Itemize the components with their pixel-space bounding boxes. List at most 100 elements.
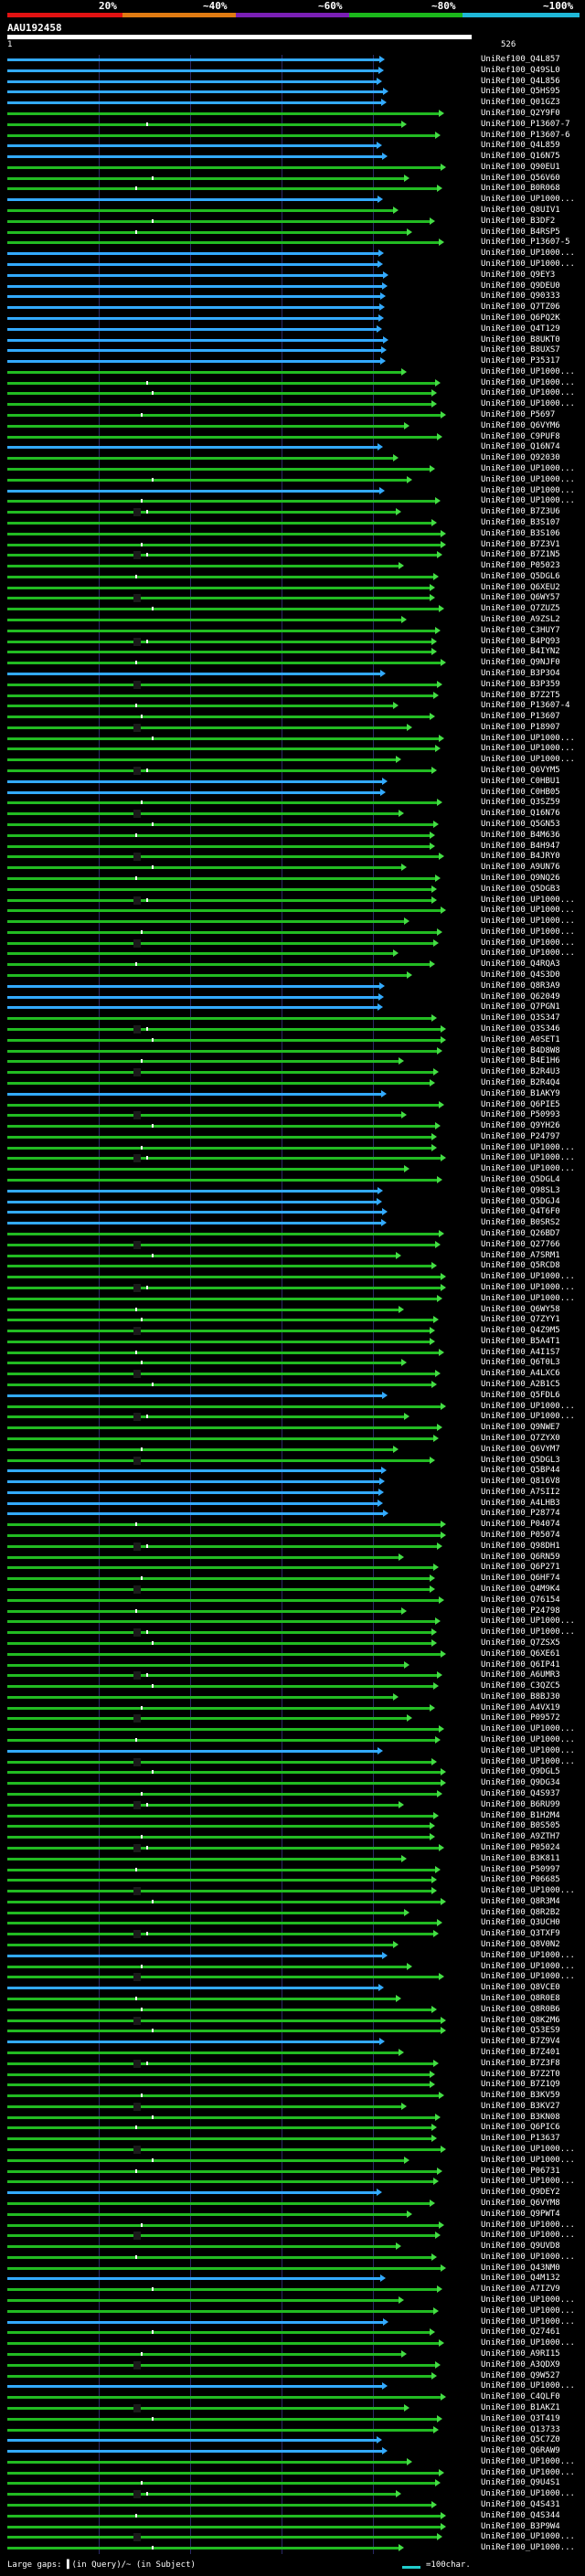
hit-row[interactable]: UniRef100_Q6T0L3 bbox=[0, 1358, 585, 1368]
hit-id[interactable]: UniRef100_Q5DGL6 bbox=[481, 571, 560, 581]
hit-row[interactable]: UniRef100_Q9UVD8 bbox=[0, 2242, 585, 2252]
hit-id[interactable]: UniRef100_Q5C7Z0 bbox=[481, 2435, 560, 2445]
hit-row[interactable]: UniRef100_B7Z401 bbox=[0, 2048, 585, 2058]
hit-row[interactable]: UniRef100_Q4S3D0 bbox=[0, 970, 585, 981]
hit-id[interactable]: UniRef100_Q76154 bbox=[481, 1595, 560, 1605]
hit-id[interactable]: UniRef100_B1AKZ1 bbox=[481, 2402, 560, 2412]
hit-row[interactable]: UniRef100_UP1000... bbox=[0, 486, 585, 496]
hit-id[interactable]: UniRef100_UP1000... bbox=[481, 1627, 575, 1638]
hit-row[interactable]: UniRef100_UP1000... bbox=[0, 1153, 585, 1163]
hit-row[interactable]: UniRef100_UP1000... bbox=[0, 1757, 585, 1767]
hit-id[interactable]: UniRef100_Q7ZYX0 bbox=[481, 1433, 560, 1443]
hit-row[interactable]: UniRef100_Q8R3M4 bbox=[0, 1897, 585, 1907]
hit-id[interactable]: UniRef100_B4D8W8 bbox=[481, 1045, 560, 1055]
hit-row[interactable]: UniRef100_P50997 bbox=[0, 1865, 585, 1875]
hit-id[interactable]: UniRef100_A6UMR3 bbox=[481, 1670, 560, 1680]
hit-row[interactable]: UniRef100_Q8V0N2 bbox=[0, 1940, 585, 1950]
hit-id[interactable]: UniRef100_Q9PWT4 bbox=[481, 2209, 560, 2219]
hit-id[interactable]: UniRef100_Q90333 bbox=[481, 292, 560, 302]
hit-id[interactable]: UniRef100_UP1000... bbox=[481, 917, 575, 927]
hit-row[interactable]: UniRef100_P05024 bbox=[0, 1843, 585, 1853]
hit-row[interactable]: UniRef100_UP1000... bbox=[0, 2317, 585, 2327]
hit-row[interactable]: UniRef100_UP1000... bbox=[0, 2231, 585, 2241]
hit-id[interactable]: UniRef100_UP1000... bbox=[481, 2177, 575, 2187]
hit-row[interactable]: UniRef100_UP1000... bbox=[0, 388, 585, 398]
hit-row[interactable]: UniRef100_UP1000... bbox=[0, 1164, 585, 1174]
hit-id[interactable]: UniRef100_A4LXC6 bbox=[481, 1369, 560, 1379]
hit-id[interactable]: UniRef100_Q8R2B2 bbox=[481, 1907, 560, 1917]
hit-id[interactable]: UniRef100_B5A4T1 bbox=[481, 1336, 560, 1346]
hit-row[interactable]: UniRef100_A9ZTH7 bbox=[0, 1832, 585, 1842]
hit-row[interactable]: UniRef100_B7Z9V4 bbox=[0, 2037, 585, 2047]
hit-row[interactable]: UniRef100_P06685 bbox=[0, 1875, 585, 1885]
hit-id[interactable]: UniRef100_Q4M132 bbox=[481, 2274, 560, 2284]
hit-row[interactable]: UniRef100_B3KN08 bbox=[0, 2113, 585, 2123]
hit-row[interactable]: UniRef100_Q7ZSX5 bbox=[0, 1638, 585, 1648]
hit-row[interactable]: UniRef100_Q6PIC6 bbox=[0, 2123, 585, 2133]
hit-row[interactable]: UniRef100_B4PQ93 bbox=[0, 637, 585, 647]
hit-row[interactable]: UniRef100_Q6VYM5 bbox=[0, 766, 585, 776]
hit-row[interactable]: UniRef100_Q4L856 bbox=[0, 77, 585, 87]
hit-id[interactable]: UniRef100_B3KN08 bbox=[481, 2112, 560, 2122]
hit-row[interactable]: UniRef100_B0R068 bbox=[0, 184, 585, 194]
hit-row[interactable]: UniRef100_Q3T419 bbox=[0, 2414, 585, 2424]
hit-id[interactable]: UniRef100_Q816V8 bbox=[481, 1477, 560, 1487]
hit-id[interactable]: UniRef100_A2B1C5 bbox=[481, 1380, 560, 1390]
hit-row[interactable]: UniRef100_P09572 bbox=[0, 1713, 585, 1723]
hit-id[interactable]: UniRef100_B8BJ30 bbox=[481, 1691, 560, 1701]
hit-row[interactable]: UniRef100_B4E1H6 bbox=[0, 1056, 585, 1066]
hit-row[interactable]: UniRef100_Q9NJF0 bbox=[0, 658, 585, 668]
hit-id[interactable]: UniRef100_Q9UVD8 bbox=[481, 2242, 560, 2252]
hit-id[interactable]: UniRef100_Q98DH1 bbox=[481, 1541, 560, 1551]
hit-id[interactable]: UniRef100_B3P3O4 bbox=[481, 668, 560, 678]
hit-id[interactable]: UniRef100_Q9W527 bbox=[481, 2370, 560, 2380]
hit-row[interactable]: UniRef100_UP1000... bbox=[0, 2457, 585, 2467]
hit-row[interactable]: UniRef100_Q6VYM6 bbox=[0, 421, 585, 431]
hit-row[interactable]: UniRef100_UP1000... bbox=[0, 2177, 585, 2187]
hit-id[interactable]: UniRef100_C3QZC5 bbox=[481, 1681, 560, 1691]
hit-row[interactable]: UniRef100_B4M636 bbox=[0, 831, 585, 841]
hit-row[interactable]: UniRef100_Q6RN59 bbox=[0, 1553, 585, 1563]
hit-row[interactable]: UniRef100_Q90EU1 bbox=[0, 163, 585, 173]
hit-row[interactable]: UniRef100_C9PUF8 bbox=[0, 432, 585, 442]
hit-row[interactable]: UniRef100_Q3SZ59 bbox=[0, 798, 585, 808]
hit-row[interactable]: UniRef100_Q3S346 bbox=[0, 1024, 585, 1034]
hit-id[interactable]: UniRef100_P24798 bbox=[481, 1606, 560, 1616]
hit-id[interactable]: UniRef100_UP1000... bbox=[481, 2155, 575, 2165]
hit-id[interactable]: UniRef100_Q6XE61 bbox=[481, 1648, 560, 1659]
hit-row[interactable]: UniRef100_Q5BP44 bbox=[0, 1466, 585, 1476]
hit-id[interactable]: UniRef100_UP1000... bbox=[481, 496, 575, 506]
hit-row[interactable]: UniRef100_Q3TXF9 bbox=[0, 1929, 585, 1939]
hit-id[interactable]: UniRef100_UP1000... bbox=[481, 1724, 575, 1734]
hit-row[interactable]: UniRef100_B3P3O4 bbox=[0, 669, 585, 679]
hit-row[interactable]: UniRef100_B8BJ30 bbox=[0, 1692, 585, 1702]
hit-id[interactable]: UniRef100_Q8K2M6 bbox=[481, 2015, 560, 2025]
hit-id[interactable]: UniRef100_UP1000... bbox=[481, 1617, 575, 1627]
hit-row[interactable]: UniRef100_P13637 bbox=[0, 2134, 585, 2144]
hit-row[interactable]: UniRef100_UP1000... bbox=[0, 1294, 585, 1304]
hit-id[interactable]: UniRef100_Q9NQ26 bbox=[481, 873, 560, 883]
hit-id[interactable]: UniRef100_A4LHB3 bbox=[481, 1498, 560, 1508]
hit-id[interactable]: UniRef100_B7Z401 bbox=[481, 2047, 560, 2057]
hit-id[interactable]: UniRef100_P13637 bbox=[481, 2134, 560, 2144]
hit-id[interactable]: UniRef100_B7Z2T0 bbox=[481, 2069, 560, 2079]
hit-id[interactable]: UniRef100_B7Z3V1 bbox=[481, 539, 560, 549]
hit-id[interactable]: UniRef100_Q9U4S1 bbox=[481, 2478, 560, 2488]
hit-row[interactable]: UniRef100_Q6WY58 bbox=[0, 1305, 585, 1315]
hit-id[interactable]: UniRef100_UP1000... bbox=[481, 377, 575, 387]
hit-id[interactable]: UniRef100_UP1000... bbox=[481, 2306, 575, 2316]
hit-row[interactable]: UniRef100_Q27461 bbox=[0, 2327, 585, 2337]
hit-id[interactable]: UniRef100_UP1000... bbox=[481, 366, 575, 376]
hit-row[interactable]: UniRef100_UP1000... bbox=[0, 260, 585, 270]
hit-row[interactable]: UniRef100_Q8K2M6 bbox=[0, 2016, 585, 2026]
hit-row[interactable]: UniRef100_A4LHB3 bbox=[0, 1499, 585, 1509]
hit-row[interactable]: UniRef100_Q53ES9 bbox=[0, 2026, 585, 2036]
hit-row[interactable]: UniRef100_P35317 bbox=[0, 356, 585, 366]
hit-row[interactable]: UniRef100_Q9NWE7 bbox=[0, 1423, 585, 1433]
hit-id[interactable]: UniRef100_UP1000... bbox=[481, 2231, 575, 2241]
hit-row[interactable]: UniRef100_Q6PQ2K bbox=[0, 313, 585, 323]
hit-id[interactable]: UniRef100_P13607-5 bbox=[481, 238, 570, 248]
hit-id[interactable]: UniRef100_B0R068 bbox=[481, 184, 560, 194]
hit-id[interactable]: UniRef100_UP1000... bbox=[481, 906, 575, 916]
hit-row[interactable]: UniRef100_Q8R0B6 bbox=[0, 2005, 585, 2015]
